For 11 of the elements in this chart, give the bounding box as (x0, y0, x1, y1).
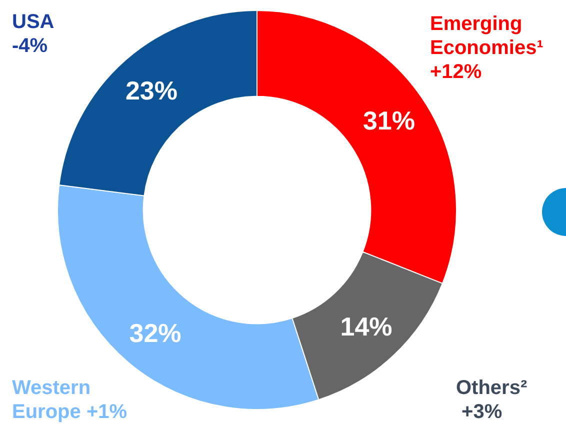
slice-label: Emerging Economies¹ (430, 13, 549, 59)
data-label: 31% (362, 105, 416, 136)
category-label: Western Europe +1% (12, 377, 128, 423)
slice-label: USA (12, 11, 60, 33)
data-label: 14% (340, 311, 392, 342)
text: +12% (430, 61, 482, 83)
text: -4% (12, 35, 48, 57)
data-label: 23% (125, 75, 178, 106)
text: +3% (456, 401, 502, 423)
data-label: 32% (129, 318, 182, 348)
slice-label: Others² (456, 377, 528, 399)
